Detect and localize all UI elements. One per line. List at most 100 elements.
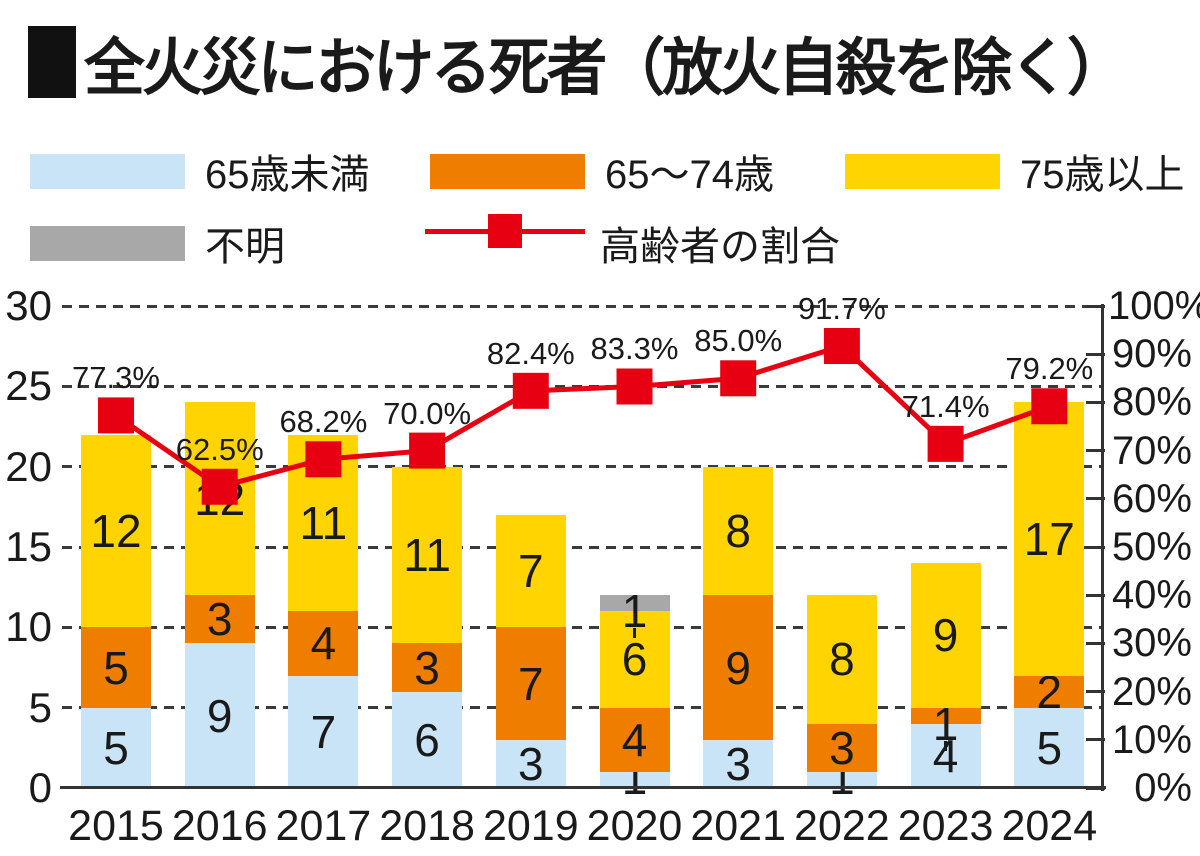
- year-label-2020: 2020: [586, 802, 683, 850]
- bar-segment-75歳以上-2022: [806, 595, 877, 724]
- legend-swatch-under-65: [30, 153, 185, 189]
- bar-value-label-65歳未満-2023: 4: [932, 729, 959, 782]
- bar-value-label-65歳未満-2015: 5: [103, 721, 129, 774]
- trend-marker-2016: [201, 468, 238, 505]
- bar-value-label-75歳以上-2020: 6: [621, 633, 648, 686]
- bar-segment-75歳以上-2018: [392, 466, 463, 644]
- bar-segment-75歳以上-2020: [599, 611, 670, 708]
- bar-segment-65〜74歳-2023: [910, 707, 981, 724]
- bar-segment-65歳未満-2018: [392, 691, 463, 788]
- legend-label-under-65: 65歳未満: [205, 153, 370, 197]
- percent-label-2015: 77.3%: [72, 360, 160, 396]
- percent-label-2020: 83.3%: [590, 331, 679, 367]
- bar-value-label-75歳以上-2015: 12: [90, 504, 142, 557]
- bar-value-label-75歳以上-2024: 17: [1023, 512, 1075, 565]
- right-axis-tick-100%: [1086, 304, 1105, 308]
- legend-line-marker: [488, 214, 522, 248]
- bar-segment-65〜74歳-2016: [184, 595, 255, 644]
- right-axis-label-80%: 80%: [1111, 380, 1192, 425]
- year-label-2023: 2023: [897, 802, 994, 850]
- right-axis-tick-70%: [1086, 449, 1105, 453]
- bar-segment-65〜74歳-2019: [495, 627, 566, 740]
- bar-segment-不明-2020: [599, 595, 670, 612]
- bar-segment-65〜74歳-2015: [81, 627, 151, 708]
- percent-label-2016: 62.5%: [175, 431, 264, 467]
- bar-value-label-65〜74歳-2018: 3: [414, 641, 440, 694]
- percent-label-2023: 71.4%: [901, 388, 990, 424]
- bar-segment-75歳以上-2019: [495, 514, 566, 628]
- trend-marker-2024: [1031, 388, 1068, 425]
- trend-marker-2020: [616, 368, 653, 405]
- right-axis-tick-60%: [1086, 497, 1105, 501]
- trend-marker-2023: [927, 425, 964, 462]
- right-axis-label-10%: 10%: [1111, 717, 1192, 762]
- legend-item-under-65: 65歳未満: [30, 142, 370, 200]
- percent-label-2024: 79.2%: [1005, 351, 1094, 387]
- legend-item-over-75: 75歳以上: [845, 142, 1185, 200]
- bar-value-label-65〜74歳-2022: 3: [829, 721, 855, 774]
- title-text: 全火災における死者（放火自殺を除く）: [84, 34, 1128, 103]
- trend-polyline: [114, 343, 1051, 490]
- bar-value-label-75歳以上-2017: 11: [299, 496, 348, 549]
- left-axis-label-25: 25: [5, 362, 52, 410]
- bar-value-label-65〜74歳-2024: 2: [1036, 665, 1063, 718]
- bar-value-callout-65〜74歳-2023: 1: [932, 697, 959, 750]
- bar-value-label-65歳未満-2024: 5: [1036, 721, 1063, 774]
- trend-marker-2018: [409, 432, 446, 469]
- right-axis-tick-0%: [1086, 786, 1105, 790]
- bar-segment-65歳未満-2017: [288, 675, 359, 788]
- gridline-20: [62, 465, 1102, 469]
- percent-label-2017: 68.2%: [279, 404, 368, 440]
- year-label-2017: 2017: [275, 802, 372, 850]
- bar-segment-65〜74歳-2024: [1014, 675, 1085, 708]
- legend-label-unknown: 不明: [205, 225, 285, 269]
- left-axis-label-30: 30: [5, 282, 52, 329]
- bar-value-label-65歳未満-2016: 9: [206, 689, 233, 742]
- legend-swatch-unknown: [30, 225, 185, 261]
- right-axis-label-100%: 100%: [1108, 284, 1200, 328]
- bar-segment-75歳以上-2021: [703, 466, 774, 596]
- bar-segment-65〜74歳-2017: [288, 611, 359, 676]
- legend-swatch-over-75: [845, 153, 1000, 189]
- percent-label-2021: 85.0%: [694, 323, 783, 359]
- bar-segment-65歳未満-2021: [703, 739, 774, 788]
- trend-marker-2019: [512, 372, 549, 409]
- bar-value-label-65〜74歳-2021: 9: [725, 641, 751, 694]
- trend-marker-2022: [823, 328, 860, 365]
- right-axis-tick-80%: [1086, 400, 1105, 404]
- legend-label-over-75: 75歳以上: [1020, 153, 1185, 197]
- bar-segment-75歳以上-2023: [910, 563, 981, 708]
- legend-item-65-74: 65〜74歳: [430, 142, 774, 200]
- trend-marker-2017: [305, 441, 342, 478]
- right-axis-tick-30%: [1086, 641, 1105, 645]
- bar-segment-65〜74歳-2022: [806, 723, 877, 772]
- bar-value-label-65歳未満-2019: 3: [518, 737, 544, 790]
- right-axis-tick-90%: [1086, 352, 1105, 356]
- bar-segment-65歳未満-2024: [1014, 707, 1085, 788]
- right-axis-label-30%: 30%: [1111, 621, 1192, 666]
- gridline-10: [62, 625, 1102, 629]
- right-axis-label-60%: 60%: [1111, 476, 1192, 521]
- right-axis-tick-10%: [1086, 738, 1105, 742]
- gridline-15: [62, 545, 1102, 549]
- bar-value-label-75歳以上-2022: 8: [829, 633, 855, 686]
- year-label-2024: 2024: [1001, 802, 1098, 850]
- bar-segment-75歳以上-2015: [81, 434, 151, 628]
- bar-segment-65歳未満-2019: [495, 739, 566, 788]
- bar-segment-65〜74歳-2020: [599, 707, 670, 772]
- x-axis-line: [60, 786, 1106, 789]
- left-axis-label-0: 0: [28, 764, 52, 811]
- bar-value-label-65〜74歳-2019: 7: [518, 657, 544, 710]
- trend-marker-2015: [98, 397, 134, 434]
- left-axis-label-20: 20: [5, 442, 52, 490]
- bar-segment-65歳未満-2022: [806, 771, 877, 788]
- bar-value-label-65〜74歳-2017: 4: [310, 617, 337, 670]
- bar-segment-65歳未満-2023: [910, 723, 981, 788]
- bar-value-label-65〜74歳-2020: 4: [621, 713, 648, 766]
- year-label-2022: 2022: [794, 802, 890, 850]
- page-title: 全火災における死者（放火自殺を除く）: [28, 20, 1146, 104]
- bar-segment-65〜74歳-2018: [392, 643, 463, 692]
- bar-value-callout-不明-2020: 1: [621, 585, 648, 638]
- bar-value-label-75歳以上-2021: 8: [725, 504, 751, 557]
